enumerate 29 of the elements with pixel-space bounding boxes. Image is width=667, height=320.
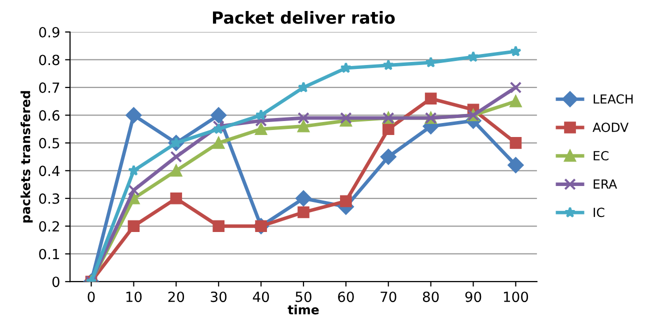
y-tick-label: 0.6	[39, 110, 60, 121]
x-tick-label: 60	[338, 292, 354, 302]
legend-label: LEACH	[594, 94, 633, 104]
y-tick-label: 0.2	[39, 221, 59, 232]
legend-label: ERA	[594, 179, 618, 189]
x-tick-label: 50	[296, 292, 312, 302]
x-tick-label: 30	[210, 292, 227, 302]
x-tick-label: 20	[168, 292, 184, 302]
legend-label: AODV	[592, 122, 629, 132]
y-tick-label: 0.5	[39, 138, 60, 148]
x-tick-label: 90	[465, 292, 482, 302]
x-axis-title: time	[288, 304, 319, 314]
y-tick-label: 0.8	[39, 54, 60, 66]
y-tick-label: 0.7	[39, 82, 60, 93]
y-tick-label: 0.9	[39, 26, 60, 38]
x-tick-label: 70	[380, 292, 396, 302]
y-tick-label: 0.1	[39, 248, 60, 260]
y-tick-label: 0.3	[39, 193, 60, 204]
x-tick-label: 0	[88, 292, 95, 302]
x-tick-label: 40	[252, 292, 269, 302]
y-tick-label: 0	[52, 276, 60, 288]
x-tick-label: 100	[504, 292, 528, 302]
legend-label: EC	[594, 150, 608, 160]
legend-label: IC	[594, 208, 604, 218]
x-tick-label: 80	[422, 292, 439, 302]
chart-title: Packet deliver ratio	[212, 11, 395, 24]
x-tick-label: 10	[126, 292, 142, 302]
y-tick-label: 0.4	[39, 166, 60, 176]
y-axis-title: packets transfered	[20, 91, 33, 222]
